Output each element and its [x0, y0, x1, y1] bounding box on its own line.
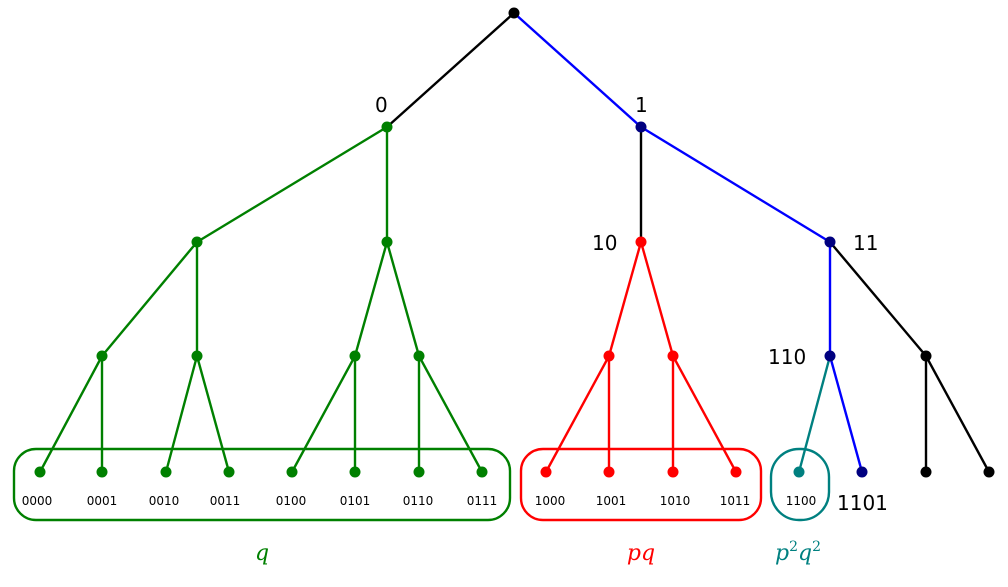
leaf-label-0000: 0000 [22, 494, 53, 508]
node-1011 [730, 466, 742, 478]
leaf-label-0001: 0001 [87, 494, 118, 508]
node-100 [603, 350, 615, 362]
node-001 [191, 350, 203, 362]
edge-10-101 [639, 241, 675, 357]
label-node-11: 11 [853, 231, 878, 255]
leaf-label-0011: 0011 [210, 494, 241, 508]
edge-001-0011 [195, 355, 231, 473]
edge-01-011 [385, 241, 421, 357]
group-q-box [12, 447, 512, 522]
nodes [34, 7, 995, 478]
edge-011-0111 [417, 355, 484, 473]
leaf-label-0111: 0111 [467, 494, 498, 508]
label-node-0: 0 [375, 93, 388, 117]
node-0101 [349, 466, 361, 478]
leaf-label-0110: 0110 [403, 494, 434, 508]
label-node-1101: 1101 [837, 491, 888, 515]
node-011 [413, 350, 425, 362]
group-p2q2-label: p2q2 [775, 539, 821, 566]
edge-010-0100 [290, 355, 357, 473]
node-00 [191, 236, 203, 248]
node-1001 [603, 466, 615, 478]
node-1010 [667, 466, 679, 478]
leaf-label-1001: 1001 [596, 494, 627, 508]
p2q2-base-p: p [775, 541, 789, 566]
edge-11-111 [829, 241, 927, 357]
node-0 [381, 121, 393, 133]
node-1110 [920, 466, 932, 478]
node-1100 [793, 466, 805, 478]
node-111 [920, 350, 932, 362]
p2q2-sup-2: 2 [812, 539, 821, 555]
node-root [508, 7, 520, 19]
label-node-1: 1 [635, 93, 648, 117]
node-0111 [476, 466, 488, 478]
node-101 [667, 350, 679, 362]
edges [38, 12, 991, 473]
leaf-label-0100: 0100 [276, 494, 307, 508]
edge-001-0010 [164, 355, 199, 473]
edge-root-1 [513, 12, 642, 128]
group-p2q2-box [769, 447, 831, 522]
label-node-10: 10 [592, 231, 617, 255]
group-q-label: q [255, 541, 269, 566]
leaf-label-1011: 1011 [720, 494, 751, 508]
edge-01-010 [353, 241, 389, 357]
group-pq-label: pq [627, 541, 655, 566]
node-0000 [34, 466, 46, 478]
p2q2-sup-1: 2 [789, 539, 798, 555]
node-11 [824, 236, 836, 248]
p2q2-base-q: q [798, 541, 812, 566]
edge-1-11 [640, 125, 831, 244]
node-000 [96, 350, 108, 362]
node-0011 [223, 466, 235, 478]
edge-00-000 [101, 241, 198, 357]
leaf-label-1000: 1000 [535, 494, 566, 508]
edge-0-00 [196, 125, 388, 244]
leaf-label-1010: 1010 [660, 494, 691, 508]
edge-root-0 [386, 12, 515, 128]
node-1101 [856, 466, 868, 478]
label-node-110: 110 [768, 345, 806, 369]
node-0110 [413, 466, 425, 478]
edge-000-0000 [38, 355, 104, 473]
edge-110-1101 [828, 355, 864, 473]
edge-110-1100 [797, 355, 832, 473]
edge-101-1011 [671, 355, 738, 473]
node-01 [381, 236, 393, 248]
edge-10-100 [607, 241, 643, 357]
node-1000 [540, 466, 552, 478]
node-0001 [96, 466, 108, 478]
edge-111-1111 [924, 355, 991, 473]
node-1111 [983, 466, 995, 478]
leaf-label-0010: 0010 [149, 494, 180, 508]
node-110 [824, 350, 836, 362]
node-0010 [160, 466, 172, 478]
leaf-label-0101: 0101 [340, 494, 371, 508]
node-10 [635, 236, 647, 248]
node-010 [349, 350, 361, 362]
edge-100-1000 [544, 355, 611, 473]
node-0100 [286, 466, 298, 478]
leaf-label-1100: 1100 [786, 494, 817, 508]
group-pq-box [519, 447, 763, 522]
node-1 [635, 121, 647, 133]
